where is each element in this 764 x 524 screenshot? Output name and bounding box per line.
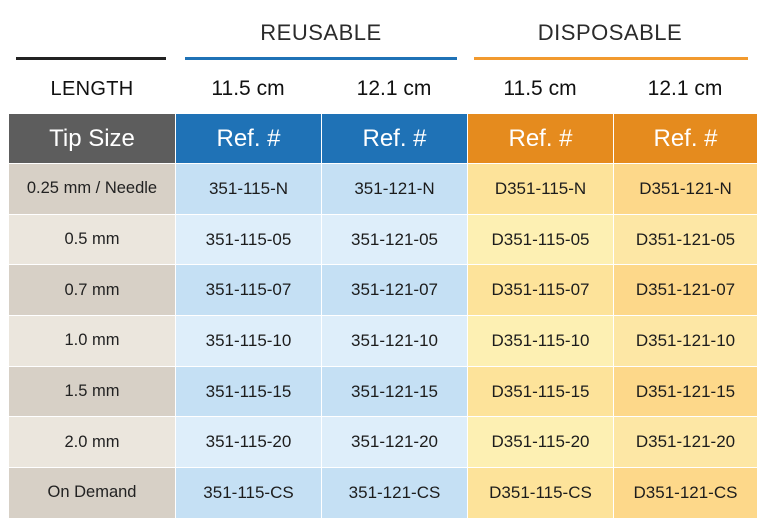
ref-cell: D351-115-N — [467, 163, 613, 214]
ref-cell: D351-115-20 — [467, 416, 613, 468]
length-disposable-121: 12.1 cm — [647, 77, 723, 100]
ref-cell: D351-115-CS — [467, 467, 613, 518]
table-row: 0.5 mm 351-115-05 351-121-05 D351-115-05… — [9, 213, 757, 265]
length-reusable-115: 11.5 cm — [211, 77, 285, 100]
table-row: 0.25 mm / Needle 351-115-N 351-121-N D35… — [9, 163, 757, 214]
ref-cell: 351-121-07 — [321, 264, 467, 316]
ref-cell: D351-121-07 — [613, 264, 757, 316]
ref-cell: 351-115-05 — [175, 213, 321, 265]
tip-size-cell: 2.0 mm — [9, 416, 175, 468]
table-row: On Demand 351-115-CS 351-121-CS D351-115… — [9, 467, 757, 518]
reusable-divider — [185, 57, 457, 60]
ref-cell: 351-121-10 — [321, 315, 467, 366]
header-ref-disposable-121: Ref. # — [613, 114, 757, 163]
length-disposable-115: 11.5 cm — [503, 77, 577, 100]
ref-cell: D351-115-05 — [467, 213, 613, 265]
ref-cell: 351-121-15 — [321, 365, 467, 417]
tip-size-cell: 0.25 mm / Needle — [9, 163, 175, 214]
length-reusable-121: 12.1 cm — [356, 77, 432, 100]
ref-cell: D351-121-20 — [613, 416, 757, 468]
length-divider — [16, 57, 166, 60]
table-row: 0.7 mm 351-115-07 351-121-07 D351-115-07… — [9, 264, 757, 316]
header-ref-reusable-121: Ref. # — [321, 114, 467, 163]
group-title-reusable: REUSABLE — [260, 20, 382, 45]
ref-cell: 351-115-CS — [175, 467, 321, 518]
tip-size-cell: 0.5 mm — [9, 213, 175, 265]
ref-cell: 351-121-N — [321, 163, 467, 214]
header-ref-reusable-115: Ref. # — [175, 114, 321, 163]
table-row: 1.5 mm 351-115-15 351-121-15 D351-115-15… — [9, 365, 757, 417]
ref-cell: D351-115-10 — [467, 315, 613, 366]
ref-cell: D351-115-15 — [467, 365, 613, 417]
ref-cell: D351-115-07 — [467, 264, 613, 316]
ref-cell: D351-121-N — [613, 163, 757, 214]
ref-cell: D351-121-10 — [613, 315, 757, 366]
ref-table: Tip Size Ref. # Ref. # Ref. # Ref. # 0.2… — [9, 114, 757, 518]
disposable-divider — [474, 57, 748, 60]
group-title-disposable: DISPOSABLE — [537, 20, 683, 45]
ref-cell: 351-115-N — [175, 163, 321, 214]
table-row: 2.0 mm 351-115-20 351-121-20 D351-115-20… — [9, 416, 757, 468]
ref-cell: D351-121-CS — [613, 467, 757, 518]
tip-size-cell: 1.5 mm — [9, 365, 175, 417]
header-tip-size: Tip Size — [9, 114, 175, 163]
tip-size-cell: 1.0 mm — [9, 315, 175, 366]
ref-cell: 351-115-07 — [175, 264, 321, 316]
ref-cell: 351-121-05 — [321, 213, 467, 265]
ref-cell: D351-121-05 — [613, 213, 757, 265]
ref-cell: 351-115-20 — [175, 416, 321, 468]
header-ref-disposable-115: Ref. # — [467, 114, 613, 163]
tip-size-cell: 0.7 mm — [9, 264, 175, 316]
header-row: Tip Size Ref. # Ref. # Ref. # Ref. # — [9, 114, 757, 163]
ref-cell: 351-121-20 — [321, 416, 467, 468]
ref-cell: 351-121-CS — [321, 467, 467, 518]
tip-size-cell: On Demand — [9, 467, 175, 518]
ref-cell: 351-115-15 — [175, 365, 321, 417]
ref-cell: 351-115-10 — [175, 315, 321, 366]
ref-cell: D351-121-15 — [613, 365, 757, 417]
table-row: 1.0 mm 351-115-10 351-121-10 D351-115-10… — [9, 315, 757, 366]
length-label: LENGTH — [50, 78, 134, 100]
